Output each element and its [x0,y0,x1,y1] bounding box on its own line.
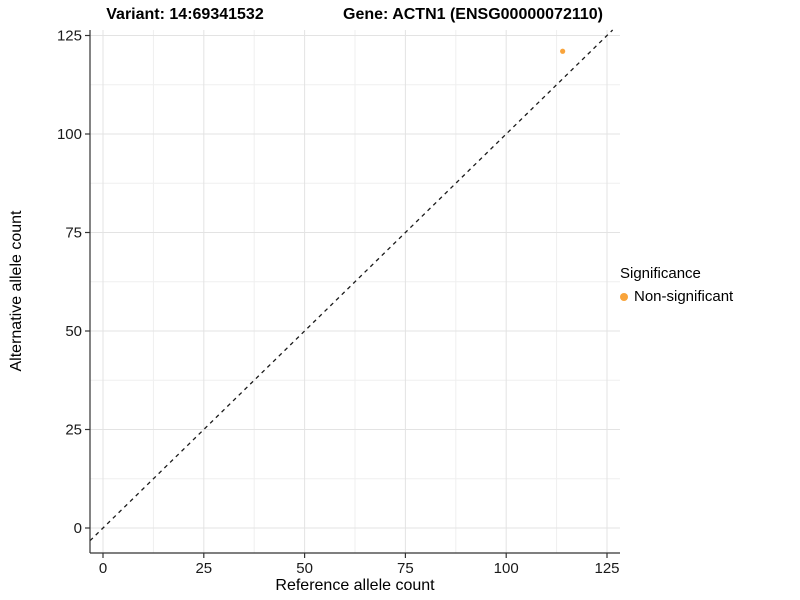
x-tick-label: 100 [494,560,519,577]
y-tick-label: 50 [65,323,82,340]
legend: Significance Non-significant [620,265,733,305]
identity-dashed-line [89,29,614,542]
legend-title: Significance [620,265,701,282]
data-point [560,48,566,54]
x-tick-label: 50 [296,560,313,577]
y-tick-label: 100 [57,126,82,143]
y-axis-title: Alternative allele count [8,210,25,372]
y-tick-label: 125 [57,28,82,45]
legend-point-icon [620,292,628,301]
x-tick-label: 25 [195,560,212,577]
legend-item-label: Non-significant [634,288,734,305]
x-axis-title: Reference allele count [275,577,435,594]
legend-item-non-significant: Non-significant [620,288,733,305]
x-tick-label: 75 [397,560,414,577]
y-tick-label: 25 [65,422,82,439]
y-tick-label: 75 [65,225,82,242]
plot-title-gene: Gene: ACTN1 (ENSG00000072110) [343,6,603,23]
x-tick-label: 0 [99,560,107,577]
y-tick-label: 0 [74,520,82,537]
plot-title-variant: Variant: 14:69341532 [106,6,264,23]
x-tick-label: 125 [594,560,619,577]
